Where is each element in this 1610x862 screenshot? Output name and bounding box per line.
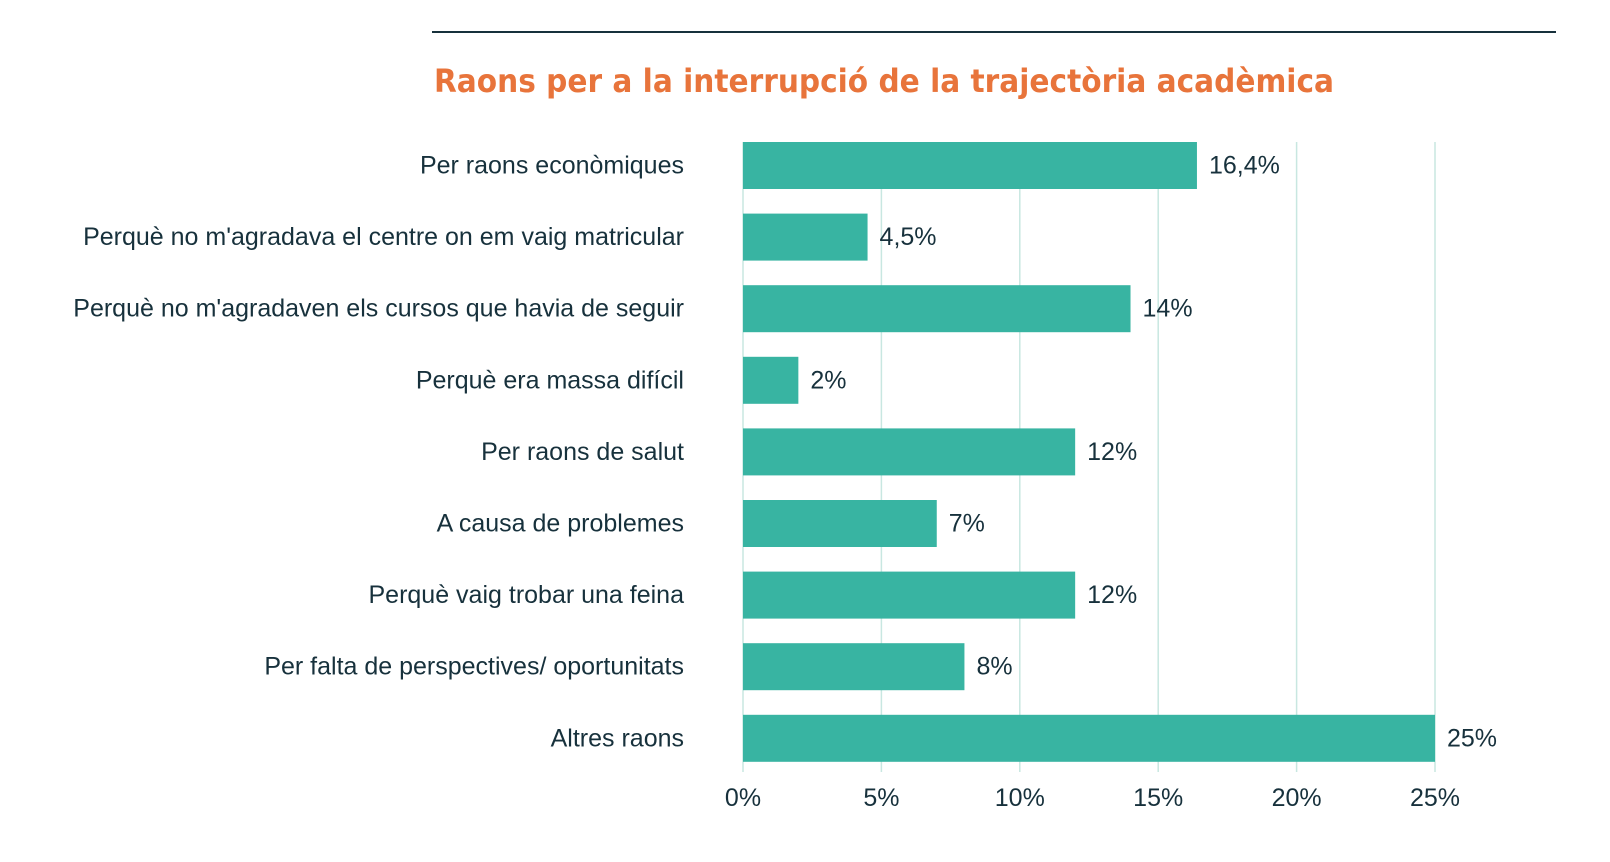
value-label-3: 2% [810, 366, 846, 394]
bar-3 [743, 356, 799, 404]
bars [743, 142, 1435, 762]
category-label-0: Per raons econòmiques [420, 152, 684, 180]
value-label-6: 12% [1087, 581, 1137, 609]
bar-1 [743, 213, 868, 261]
category-label-7: Per falta de perspectives/ oportunitats [264, 653, 684, 681]
category-label-6: Perquè vaig trobar una feina [369, 581, 685, 609]
bar-8 [743, 714, 1435, 762]
value-label-4: 12% [1087, 438, 1137, 466]
chart-title: Raons per a la interrupció de la traject… [434, 62, 1334, 100]
category-label-2: Perquè no m'agradaven els cursos que hav… [73, 295, 684, 323]
bar-4 [743, 428, 1076, 476]
x-tick-label-15: 15% [1133, 784, 1183, 812]
x-tick-label-5: 5% [863, 784, 899, 812]
category-label-8: Altres raons [551, 724, 684, 752]
bar-2 [743, 285, 1131, 333]
x-tick-label-25: 25% [1410, 784, 1460, 812]
category-labels: Per raons econòmiques Perquè no m'agradav… [73, 152, 684, 753]
category-label-3: Perquè era massa difícil [416, 366, 684, 394]
category-label-1: Perquè no m'agradava el centre on em vai… [83, 223, 684, 251]
value-label-1: 4,5% [880, 223, 937, 251]
bar-5 [743, 500, 937, 547]
bar-0 [743, 142, 1197, 189]
value-label-8: 25% [1447, 724, 1497, 752]
value-labels: 16,4% 4,5% 14% 2% 12% 7% 12% 8% 25% [810, 152, 1497, 753]
category-label-4: Per raons de salut [481, 438, 684, 466]
value-label-0: 16,4% [1209, 152, 1280, 180]
bar-7 [743, 643, 965, 691]
bar-6 [743, 571, 1076, 619]
category-label-5: A causa de problemes [437, 510, 684, 538]
x-tick-labels: 0% 5% 10% 15% 20% 25% [725, 784, 1460, 812]
x-tick-label-20: 20% [1272, 784, 1322, 812]
value-label-2: 14% [1143, 295, 1193, 323]
value-label-7: 8% [976, 653, 1012, 681]
x-tick-label-0: 0% [725, 784, 761, 812]
value-label-5: 7% [949, 510, 985, 538]
x-tick-label-10: 10% [995, 784, 1045, 812]
